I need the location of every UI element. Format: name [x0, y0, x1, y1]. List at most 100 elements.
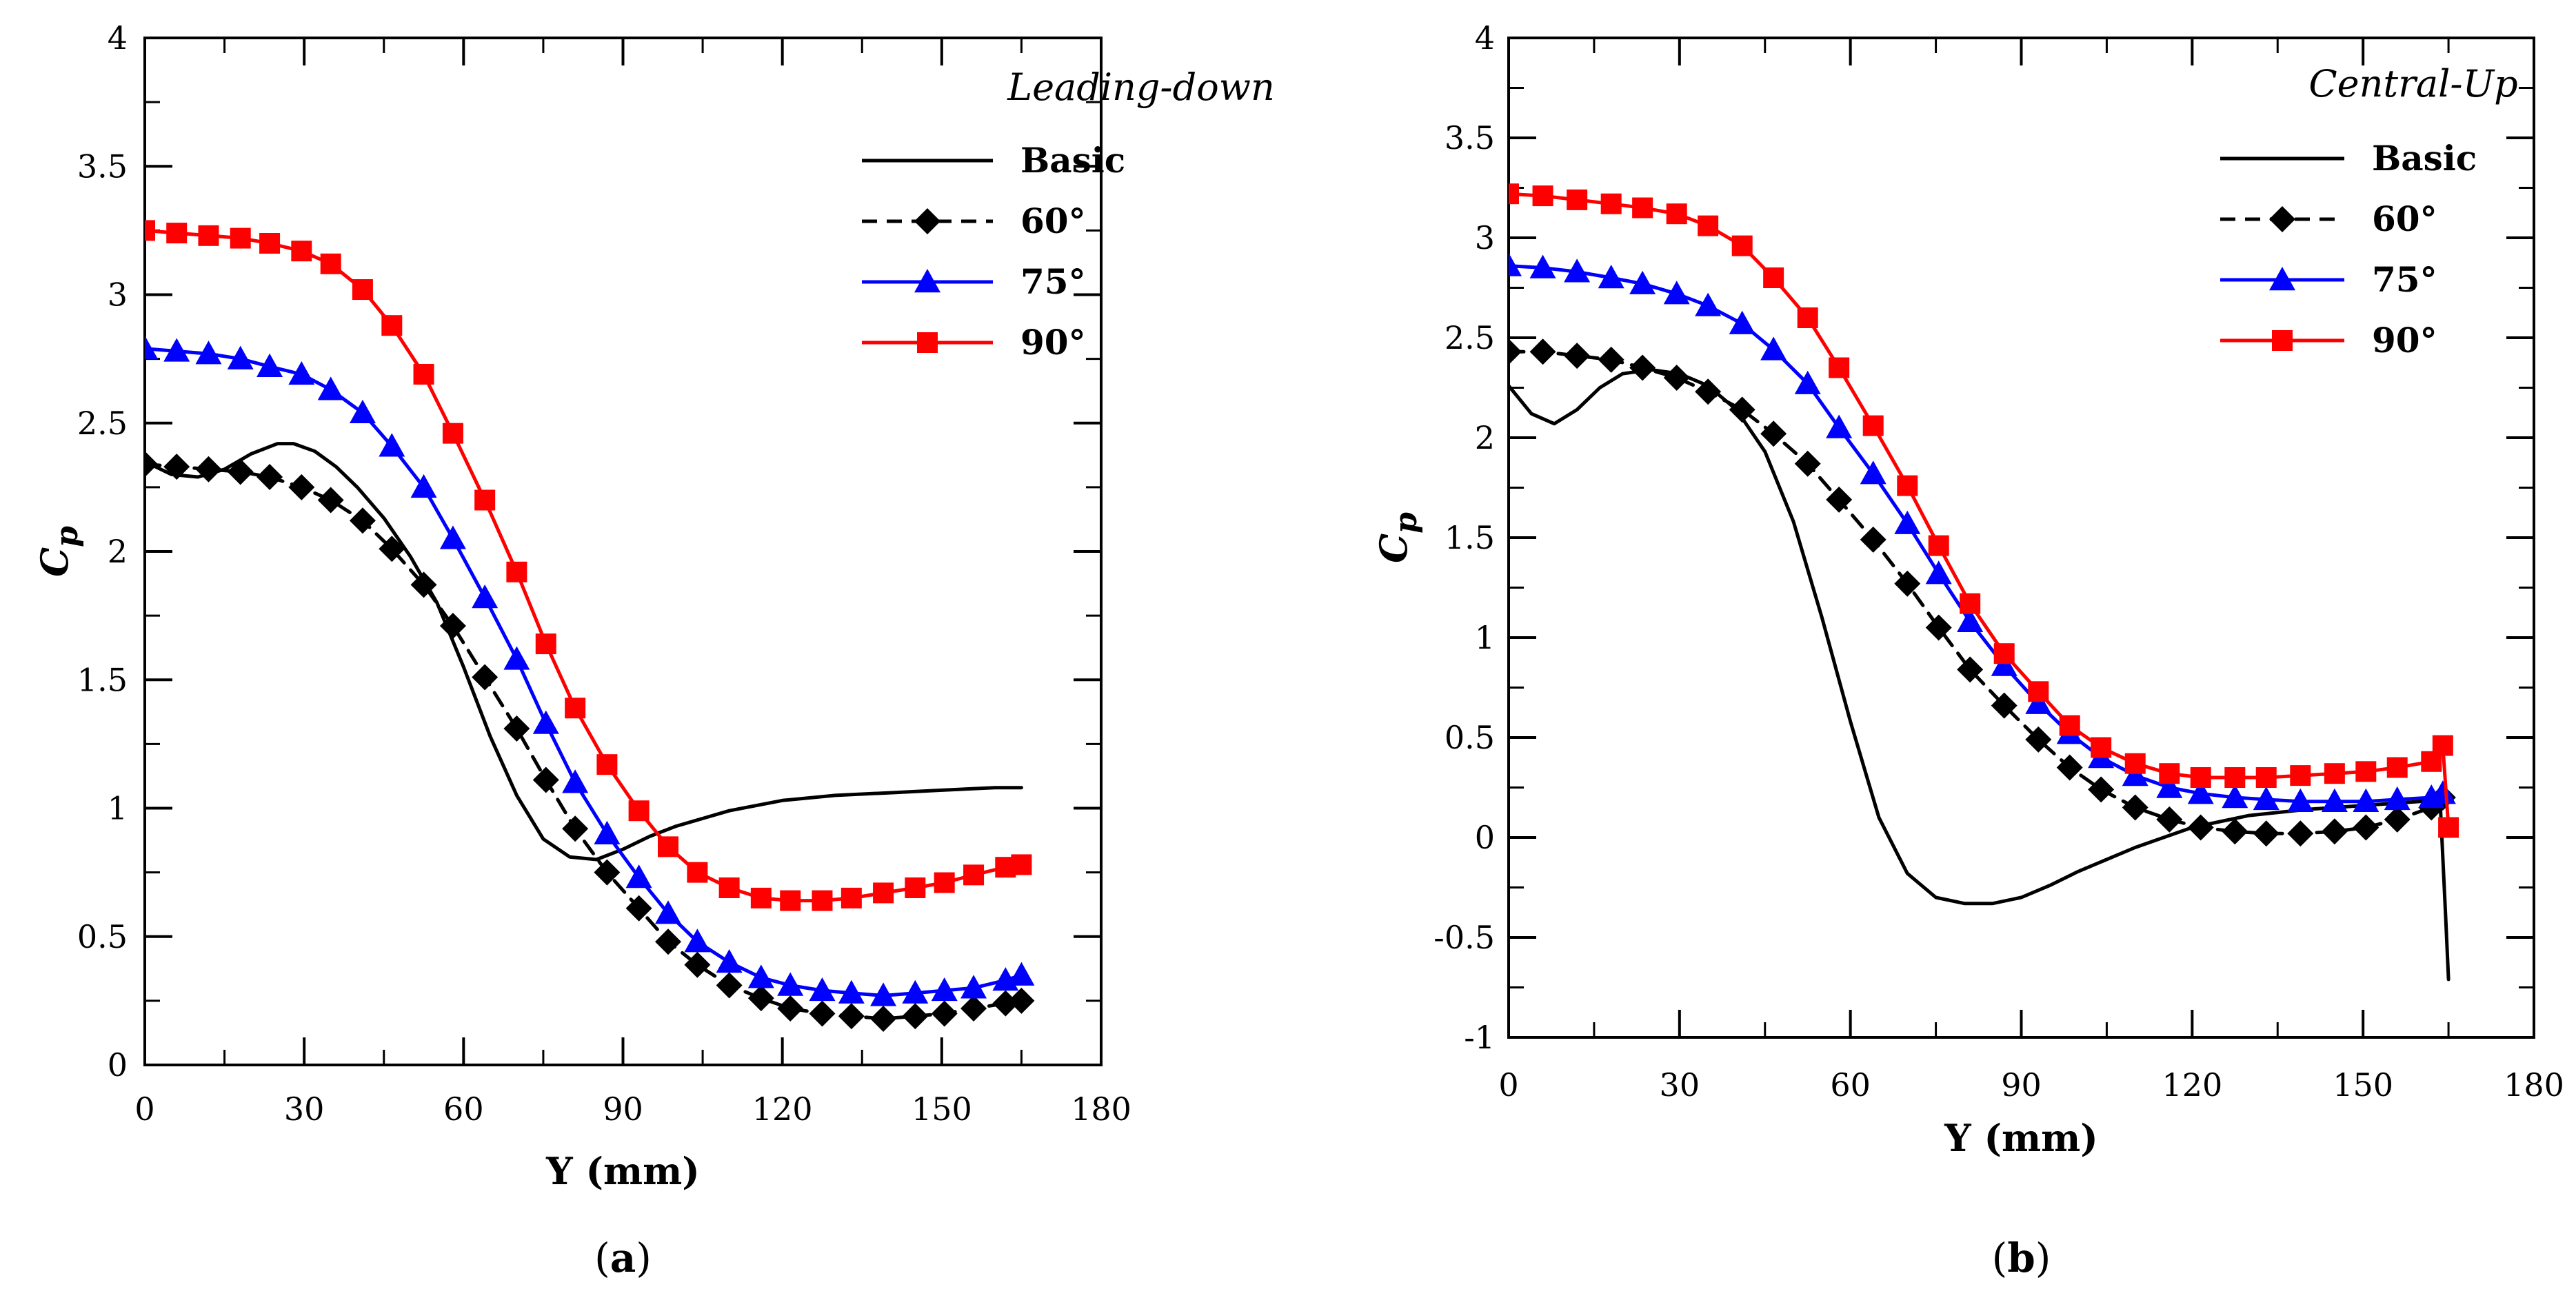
data-point-deg75 [1826, 414, 1853, 438]
data-point-deg60 [654, 928, 681, 955]
legend-title: Central-Up [2308, 62, 2517, 105]
y-tick-label: 0 [108, 1046, 128, 1084]
data-point-deg75 [145, 335, 158, 359]
y-tick-label: 4 [108, 19, 128, 57]
x-axis-title: Y (mm) [1944, 1116, 2098, 1160]
legend-label-basic: Basic [1020, 140, 1125, 181]
data-point-deg90 [2324, 763, 2345, 784]
data-point-deg60 [2156, 806, 2183, 833]
data-point-deg75 [2384, 786, 2411, 811]
data-point-deg90 [1698, 215, 1719, 236]
data-point-deg60 [1629, 354, 1656, 381]
legend-marker-deg75 [914, 269, 940, 293]
data-point-deg75 [838, 979, 865, 1004]
data-point-deg75 [960, 975, 987, 999]
data-point-deg75 [902, 979, 929, 1004]
data-point-deg90 [506, 561, 527, 582]
data-point-deg60 [838, 1003, 865, 1030]
y-tick-label: 3.5 [77, 148, 128, 185]
data-point-deg90 [381, 315, 403, 336]
data-point-deg75 [2122, 762, 2149, 786]
data-point-deg60 [747, 985, 774, 1012]
panel-label-open-paren: ( [1992, 1235, 2008, 1281]
data-point-deg75 [562, 769, 589, 793]
data-point-deg60 [931, 1000, 958, 1027]
data-point-deg75 [472, 585, 499, 609]
data-point-deg75 [684, 928, 711, 953]
data-point-deg90 [1797, 307, 1818, 328]
panel-label-close-paren: ) [636, 1235, 652, 1281]
legend-title: Leading-down [1007, 65, 1275, 109]
data-point-deg75 [2429, 780, 2456, 804]
series-deg60 [145, 451, 1035, 1032]
data-point-deg60 [2122, 794, 2149, 821]
data-point-deg60 [1509, 338, 1522, 365]
data-point-deg60 [1760, 420, 1787, 447]
data-point-deg90 [1731, 235, 1753, 256]
data-point-deg60 [870, 1005, 897, 1032]
data-point-deg75 [379, 433, 405, 457]
data-point-deg90 [780, 890, 801, 911]
y-axis-title-subscript: p [1389, 512, 1424, 534]
data-point-deg90 [1928, 535, 1949, 556]
data-point-deg90 [2124, 753, 2146, 774]
data-point-deg75 [1729, 310, 1755, 334]
y-tick-label: 1.5 [1445, 519, 1495, 556]
data-point-deg90 [1632, 197, 1653, 219]
series-line-basic [145, 442, 1023, 862]
data-point-deg75 [747, 964, 774, 988]
data-point-deg75 [654, 900, 681, 924]
data-point-deg60 [227, 458, 254, 485]
data-point-deg90 [963, 864, 985, 886]
data-point-deg75 [625, 864, 652, 888]
data-point-deg60 [1598, 346, 1624, 373]
y-tick-label: 0.5 [77, 918, 128, 955]
data-point-deg60 [410, 571, 437, 598]
data-point-deg75 [931, 977, 958, 1002]
data-point-deg90 [2438, 817, 2459, 838]
data-point-deg90 [320, 253, 341, 274]
data-point-deg90 [2091, 737, 2112, 758]
y-tick-label: 1.5 [77, 661, 128, 698]
data-point-deg60 [777, 995, 804, 1022]
x-tick-label: 90 [603, 1090, 643, 1128]
data-point-deg75 [716, 949, 743, 973]
data-point-deg90 [230, 227, 251, 249]
y-tick-label: -1 [1464, 1019, 1495, 1056]
data-point-deg60 [1826, 486, 1853, 513]
data-point-deg90 [1509, 183, 1519, 205]
data-point-deg60 [145, 451, 158, 478]
data-point-deg90 [259, 233, 281, 254]
x-tick-label: 0 [1498, 1066, 1518, 1104]
data-point-deg90 [166, 223, 188, 244]
data-point-deg90 [145, 220, 155, 241]
data-point-deg60 [2253, 820, 2280, 847]
legend-label-deg75: 75° [2372, 259, 2437, 300]
data-point-deg60 [625, 895, 652, 922]
data-point-deg60 [1529, 338, 1556, 365]
data-point-deg60 [256, 463, 283, 490]
x-tick-label: 180 [2504, 1066, 2564, 1104]
data-point-deg60 [472, 664, 499, 691]
data-point-deg60 [195, 456, 222, 483]
data-point-deg90 [718, 877, 740, 898]
legend-label-deg60: 60° [1020, 201, 1086, 241]
y-tick-label: 0.5 [1445, 719, 1495, 756]
data-point-deg90 [1829, 357, 1850, 378]
legend-label-basic: Basic [2372, 138, 2477, 179]
data-point-deg60 [2384, 806, 2411, 833]
legend-label-deg90: 90° [1020, 322, 1086, 363]
data-point-deg60 [1957, 656, 1984, 683]
data-point-deg75 [1860, 460, 1886, 485]
data-point-deg75 [349, 399, 376, 424]
plot-area [1509, 183, 2459, 982]
data-point-deg90 [2059, 715, 2080, 736]
legend: Central-Up Basic 60° 75° 90° [2220, 62, 2518, 360]
legend-marker-deg60 [2269, 206, 2295, 232]
panel-label: (a) [594, 1235, 652, 1281]
legend-marker-deg75 [2269, 267, 2295, 291]
data-point-deg90 [657, 836, 678, 857]
data-point-deg75 [2287, 788, 2314, 812]
data-point-deg90 [2386, 757, 2408, 778]
x-tick-label: 150 [912, 1090, 972, 1128]
